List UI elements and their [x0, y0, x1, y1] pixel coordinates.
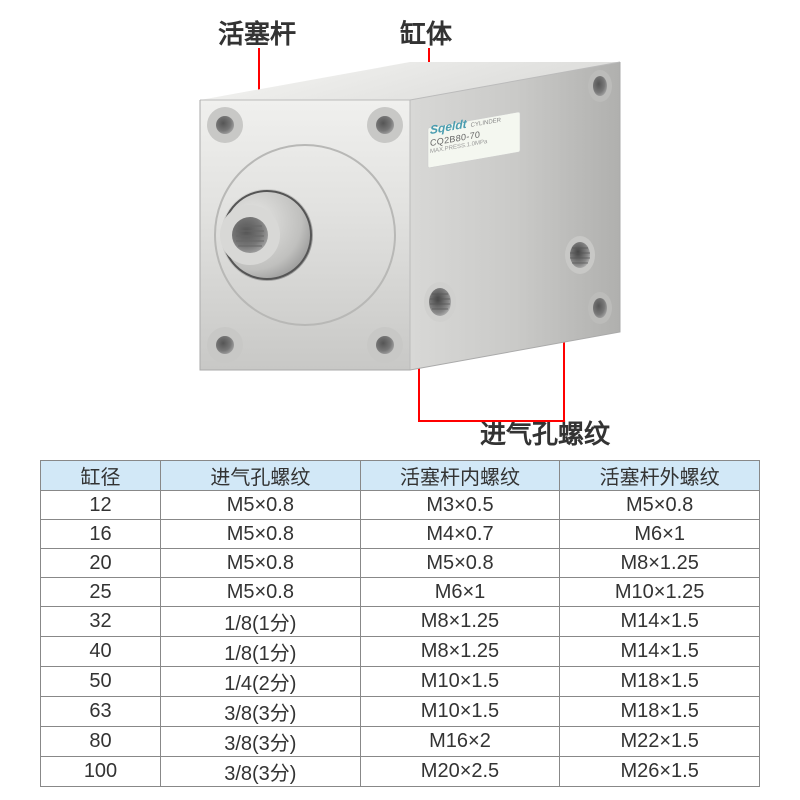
- table-row: 633/8(3分)M10×1.5M18×1.5: [41, 697, 760, 727]
- table-cell: 12: [41, 491, 161, 520]
- table-cell: M4×0.7: [360, 520, 560, 549]
- table-row: 20M5×0.8M5×0.8M8×1.25: [41, 549, 760, 578]
- cylinder-illustration: [150, 40, 650, 420]
- table-cell: 32: [41, 607, 161, 637]
- table-cell: 16: [41, 520, 161, 549]
- col-header-inner-thread: 活塞杆内螺纹: [360, 461, 560, 491]
- table-row: 16M5×0.8M4×0.7M6×1: [41, 520, 760, 549]
- col-header-outer-thread: 活塞杆外螺纹: [560, 461, 760, 491]
- table-cell: M10×1.25: [560, 578, 760, 607]
- table-cell: M5×0.8: [161, 520, 361, 549]
- table-cell: M18×1.5: [560, 697, 760, 727]
- table-cell: M8×1.25: [560, 549, 760, 578]
- table-cell: M20×2.5: [360, 757, 560, 787]
- table-cell: 3/8(3分): [161, 697, 361, 727]
- table-cell: M22×1.5: [560, 727, 760, 757]
- callout-line: [478, 420, 565, 422]
- table-cell: 3/8(3分): [161, 757, 361, 787]
- table-cell: M6×1: [360, 578, 560, 607]
- table-cell: 80: [41, 727, 161, 757]
- table-cell: M8×1.25: [360, 607, 560, 637]
- table-cell: M10×1.5: [360, 667, 560, 697]
- table-row: 321/8(1分)M8×1.25M14×1.5: [41, 607, 760, 637]
- table-cell: 1/8(1分): [161, 607, 361, 637]
- col-header-bore: 缸径: [41, 461, 161, 491]
- table-cell: 3/8(3分): [161, 727, 361, 757]
- table-cell: M5×0.8: [161, 491, 361, 520]
- table-cell: M16×2: [360, 727, 560, 757]
- table-cell: M5×0.8: [560, 491, 760, 520]
- table-cell: M18×1.5: [560, 667, 760, 697]
- table-row: 1003/8(3分)M20×2.5M26×1.5: [41, 757, 760, 787]
- table-row: 401/8(1分)M8×1.25M14×1.5: [41, 637, 760, 667]
- spec-table-container: 缸径 进气孔螺纹 活塞杆内螺纹 活塞杆外螺纹 12M5×0.8M3×0.5M5×…: [40, 460, 760, 787]
- table-cell: M5×0.8: [161, 578, 361, 607]
- table-cell: M5×0.8: [161, 549, 361, 578]
- table-cell: 40: [41, 637, 161, 667]
- diagram-area: 活塞杆 缸体 进气孔螺纹: [0, 0, 800, 440]
- table-cell: M14×1.5: [560, 637, 760, 667]
- table-cell: 25: [41, 578, 161, 607]
- table-cell: M14×1.5: [560, 607, 760, 637]
- table-cell: 100: [41, 757, 161, 787]
- spec-table: 缸径 进气孔螺纹 活塞杆内螺纹 活塞杆外螺纹 12M5×0.8M3×0.5M5×…: [40, 460, 760, 787]
- col-header-port-thread: 进气孔螺纹: [161, 461, 361, 491]
- table-cell: 63: [41, 697, 161, 727]
- table-row: 803/8(3分)M16×2M22×1.5: [41, 727, 760, 757]
- callout-line: [418, 420, 478, 422]
- table-cell: 20: [41, 549, 161, 578]
- table-cell: M8×1.25: [360, 637, 560, 667]
- table-cell: 1/4(2分): [161, 667, 361, 697]
- table-cell: M5×0.8: [360, 549, 560, 578]
- table-cell: M26×1.5: [560, 757, 760, 787]
- table-body: 12M5×0.8M3×0.5M5×0.816M5×0.8M4×0.7M6×120…: [41, 491, 760, 787]
- table-row: 501/4(2分)M10×1.5M18×1.5: [41, 667, 760, 697]
- table-cell: 1/8(1分): [161, 637, 361, 667]
- table-header-row: 缸径 进气孔螺纹 活塞杆内螺纹 活塞杆外螺纹: [41, 461, 760, 491]
- table-cell: 50: [41, 667, 161, 697]
- table-cell: M3×0.5: [360, 491, 560, 520]
- table-row: 25M5×0.8M6×1M10×1.25: [41, 578, 760, 607]
- table-row: 12M5×0.8M3×0.5M5×0.8: [41, 491, 760, 520]
- table-cell: M6×1: [560, 520, 760, 549]
- table-cell: M10×1.5: [360, 697, 560, 727]
